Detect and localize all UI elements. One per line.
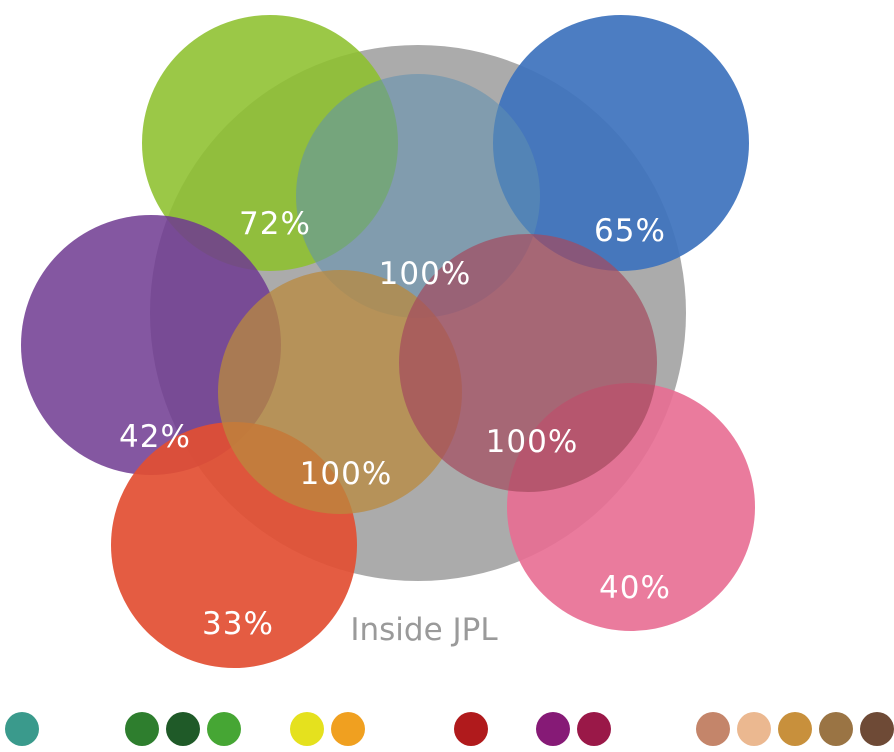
blue-circle [493,15,749,271]
blue-percent-label: 65% [594,213,666,249]
center-right-percent-label: 100% [486,424,579,460]
green-swatch-2 [166,712,200,746]
brown-swatch-1 [819,712,853,746]
tan-swatch-1 [696,712,730,746]
center-right-circle [399,234,657,492]
green-swatch-1 [125,712,159,746]
purple-circle [21,215,281,475]
purple-percent-label: 42% [119,419,191,455]
red-percent-label: 33% [202,606,274,642]
green-percent-label: 72% [239,206,311,242]
center-left-percent-label: 100% [300,456,393,492]
center-left-circle [218,270,462,514]
red-swatch [454,712,488,746]
yellow-swatch [290,712,324,746]
color-legend [5,712,894,746]
teal-swatch [5,712,39,746]
tan-swatch-2 [737,712,771,746]
pink-percent-label: 40% [599,570,671,606]
green-swatch-3 [207,712,241,746]
outer-circle-caption: Inside JPL [350,612,498,648]
center-top-percent-label: 100% [379,256,472,292]
orange-swatch [331,712,365,746]
tan-swatch-3 [778,712,812,746]
magenta-swatch [577,712,611,746]
purple-swatch [536,712,570,746]
brown-swatch-2 [860,712,894,746]
